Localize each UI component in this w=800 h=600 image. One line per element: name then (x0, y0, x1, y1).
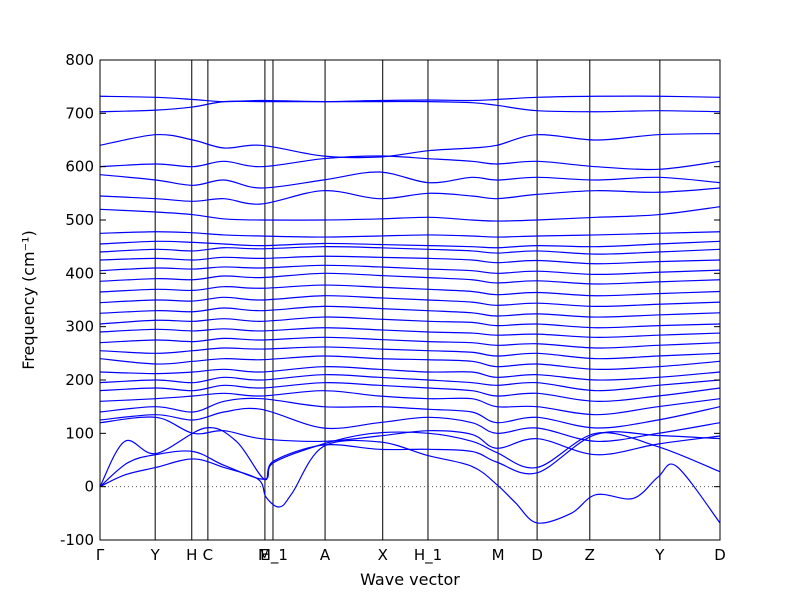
x-tick-label: Y (150, 546, 161, 564)
y-tick-label: 200 (65, 371, 94, 389)
band-line-2 (100, 431, 720, 488)
band-line-1 (100, 427, 720, 487)
band-line-3 (100, 439, 720, 524)
y-tick-label: 0 (84, 478, 94, 496)
band-line-7 (100, 390, 720, 416)
x-tick-label: M_1 (258, 546, 288, 565)
band-line-26 (100, 187, 720, 205)
y-tick-label: -100 (60, 531, 94, 549)
band-line-9 (100, 374, 720, 392)
x-tick-label: Y (654, 546, 665, 564)
band-line-25 (100, 206, 720, 222)
x-tick-label: X (378, 546, 388, 564)
x-tick-label: E (260, 546, 269, 564)
band-line-29 (100, 133, 720, 159)
y-tick-label: 600 (65, 158, 94, 176)
band-line-13 (100, 336, 720, 349)
x-axis-ticks: Γ Y H C EM_1 A X H_1 M D Z Y D (96, 546, 726, 565)
band-line-10 (100, 366, 720, 381)
x-tick-label: Z (585, 546, 595, 564)
x-tick-label: M (492, 546, 505, 564)
band-line-6 (100, 397, 720, 429)
y-tick-label: 300 (65, 318, 94, 336)
x-tick-label: Γ (96, 546, 105, 564)
band-line-31 (100, 95, 720, 103)
band-line-22 (100, 246, 720, 255)
band-line-8 (100, 382, 720, 402)
x-tick-label: D (714, 546, 726, 564)
x-tick-label: C (203, 546, 213, 564)
band-line-28 (100, 155, 720, 171)
y-axis-ticks: -100 0 100 200 300 400 500 600 700 800 (60, 51, 720, 549)
band-line-18 (100, 284, 720, 297)
band-line-30 (100, 100, 720, 113)
plot-frame (99, 59, 721, 541)
band-series (100, 95, 720, 524)
band-line-15 (100, 316, 720, 329)
band-line-27 (100, 171, 720, 189)
y-axis-label: Frequency (cm⁻¹) (19, 230, 38, 369)
band-line-23 (100, 240, 720, 249)
band-line-20 (100, 264, 720, 276)
x-axis-label: Wave vector (360, 570, 460, 589)
band-line-16 (100, 305, 720, 318)
x-tick-label: H (186, 546, 197, 564)
y-tick-label: 800 (65, 51, 94, 69)
band-line-21 (100, 255, 720, 265)
band-line-4 (100, 416, 720, 456)
x-tick-label: A (320, 546, 331, 564)
y-tick-label: 700 (65, 104, 94, 122)
band-line-5 (100, 407, 720, 442)
band-line-11 (100, 355, 720, 370)
band-line-19 (100, 272, 720, 285)
band-line-17 (100, 295, 720, 308)
x-tick-label: D (531, 546, 543, 564)
x-tick-label: H_1 (414, 546, 442, 565)
y-tick-label: 500 (65, 211, 94, 229)
y-tick-label: 400 (65, 264, 94, 282)
y-tick-label: 100 (65, 424, 94, 442)
band-line-12 (100, 346, 720, 360)
band-line-14 (100, 327, 720, 338)
band-line-24 (100, 231, 720, 238)
